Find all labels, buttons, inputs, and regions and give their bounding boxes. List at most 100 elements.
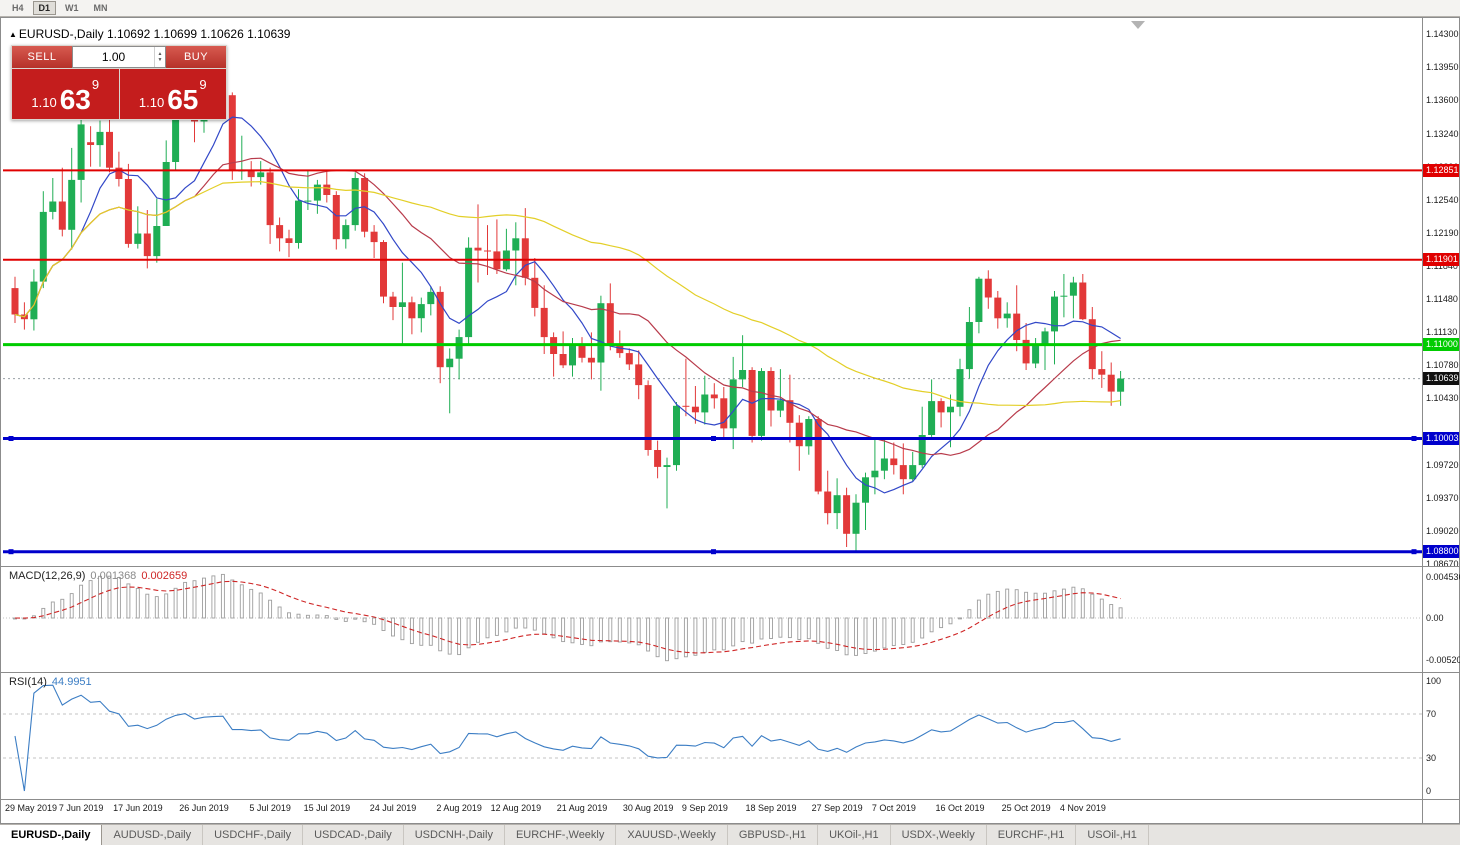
plot-area[interactable]: ▲ EURUSD-,Daily 1.10692 1.10699 1.10626 1… <box>3 18 1422 823</box>
chart-tab[interactable]: USDCAD-,Daily <box>303 825 404 845</box>
chart-tab[interactable]: USDCHF-,Daily <box>203 825 304 845</box>
price-scale-label: 0.004536 <box>1426 572 1460 582</box>
price-scale-label: 1.12540 <box>1426 194 1459 205</box>
macd-indicator-panel[interactable] <box>3 567 1422 672</box>
buy-button[interactable]: BUY <box>166 46 226 68</box>
date-axis-label: 26 Jun 2019 <box>179 803 229 813</box>
volume-increase-icon[interactable]: ▲ <box>157 51 163 57</box>
buy-price-pips: 65 <box>167 84 199 115</box>
date-axis-label: 30 Aug 2019 <box>622 803 674 813</box>
rsi-label: RSI(14) 44.9951 <box>9 676 92 688</box>
rsi-line <box>14 684 1121 792</box>
one-click-trade-panel: SELL 1.00 ▲ ▼ BUY 1.10 63 9 <box>11 45 227 120</box>
chart-shift-marker <box>1131 21 1145 29</box>
price-scale-label: 1.11480 <box>1426 294 1458 305</box>
chart-tab[interactable]: UKOil-,H1 <box>818 825 891 845</box>
price-scale-label: 1.14300 <box>1426 29 1459 39</box>
buy-price-main: 1.10 <box>138 95 165 110</box>
price-scale-label: 1.12190 <box>1426 227 1459 238</box>
volume-value[interactable]: 1.00 <box>101 50 126 64</box>
sell-price-point: 9 <box>91 77 100 92</box>
price-scale-label: 30 <box>1426 753 1437 763</box>
moving-averages-layer <box>14 116 1121 494</box>
date-axis-label: 21 Aug 2019 <box>556 803 608 813</box>
price-scale-badge: 1.10003 <box>1423 431 1459 445</box>
timeframe-d1-button[interactable]: D1 <box>32 1 57 15</box>
macd-histogram <box>13 573 1123 662</box>
rsi-value: 44.9951 <box>51 676 92 688</box>
buy-price-display[interactable]: 1.10 65 9 <box>119 69 226 119</box>
chart-ohlc-quotes: 1.10692 1.10699 1.10626 1.10639 <box>106 27 291 41</box>
chart-tab[interactable]: XAUUSD-,Weekly <box>616 825 728 845</box>
date-axis-label: 15 Jul 2019 <box>303 803 351 813</box>
macd-main-value: 0.001368 <box>90 570 137 582</box>
price-scale-label: 1.13240 <box>1426 128 1459 139</box>
macd-label: MACD(12,26,9) 0.001368 0.002659 <box>9 570 187 582</box>
price-scale-label: 0.00 <box>1426 613 1444 623</box>
price-scale-label: 1.09020 <box>1426 525 1459 536</box>
sell-price-display[interactable]: 1.10 63 9 <box>12 69 119 119</box>
date-axis-label: 7 Oct 2019 <box>871 803 916 813</box>
timeframe-mn-button[interactable]: MN <box>93 3 108 13</box>
date-axis-label: 9 Sep 2019 <box>681 803 728 813</box>
rsi-dates-divider <box>1 799 1459 800</box>
chart-tabbar: EURUSD-,Daily AUDUSD-,Daily USDCHF-,Daily U… <box>0 824 1460 845</box>
time-axis[interactable]: 29 May 2019 7 Jun 2019 17 Jun 2019 26 Jun 2… <box>3 800 1422 819</box>
price-scale[interactable]: 1.143001.139501.136001.132401.128901.125… <box>1422 18 1460 823</box>
buy-price-point: 9 <box>199 77 207 92</box>
chart-tab[interactable]: EURUSD-,Daily <box>0 825 103 845</box>
window-marker-icon: ▲ <box>9 30 17 39</box>
main-macd-divider[interactable] <box>1 566 1459 567</box>
date-axis-label: 5 Jul 2019 <box>249 803 291 813</box>
chart-tab[interactable]: GBPUSD-,H1 <box>728 825 819 845</box>
chart-window: ▲ EURUSD-,Daily 1.10692 1.10699 1.10626 1… <box>0 17 1460 824</box>
price-scale-label: 1.10780 <box>1426 360 1459 371</box>
price-scale-label: 0 <box>1426 786 1432 796</box>
timeframe-w1-button[interactable]: W1 <box>65 3 79 13</box>
price-scale-label: 1.13600 <box>1426 94 1459 105</box>
chart-tab[interactable]: AUDUSD-,Daily <box>102 825 204 845</box>
volume-decrease-icon[interactable]: ▼ <box>157 57 163 63</box>
price-scale-label: 1.09720 <box>1426 460 1459 471</box>
price-scale-label: 1.09370 <box>1426 493 1459 504</box>
chart-symbol-timeframe: EURUSD-,Daily <box>18 27 104 41</box>
price-scale-label: 1.11130 <box>1426 327 1458 338</box>
price-scale-badge: 1.11901 <box>1423 253 1459 267</box>
macd-signal-value: 0.002659 <box>141 570 188 582</box>
price-scale-label: 100 <box>1426 676 1442 686</box>
price-scale-badge: 1.12851 <box>1423 163 1459 177</box>
price-scale-label: 1.10430 <box>1426 393 1459 404</box>
date-axis-label: 2 Aug 2019 <box>436 803 482 813</box>
chart-tab[interactable]: USDCNH-,Daily <box>404 825 505 845</box>
price-scale-badge: 1.11000 <box>1423 338 1459 352</box>
rsi-name: RSI(14) <box>9 676 47 688</box>
volume-stepper[interactable]: ▲ ▼ <box>154 47 165 67</box>
macd-signal-line <box>14 580 1121 654</box>
date-axis-label: 12 Aug 2019 <box>490 803 542 813</box>
rsi-level-lines <box>3 713 1422 759</box>
date-axis-label: 18 Sep 2019 <box>745 803 797 813</box>
candlestick-chart[interactable] <box>3 18 1422 566</box>
price-scale-label: 1.13950 <box>1426 61 1459 72</box>
sell-price-main: 1.10 <box>31 95 57 110</box>
price-scale-label: -0.00520 <box>1426 655 1460 665</box>
chart-tab[interactable]: USDX-,Weekly <box>891 825 987 845</box>
horizontal-level-lines <box>3 169 1422 555</box>
candles-layer <box>11 81 1125 553</box>
macd-name: MACD(12,26,9) <box>9 570 86 582</box>
macd-rsi-divider[interactable] <box>1 672 1459 673</box>
rsi-indicator-panel[interactable] <box>3 673 1422 799</box>
price-scale-badge: 1.10639 <box>1423 372 1459 386</box>
timeframe-h4-button[interactable]: H4 <box>12 3 24 13</box>
volume-input[interactable]: 1.00 ▲ ▼ <box>72 46 166 68</box>
date-axis-label: 29 May 2019 <box>5 803 58 813</box>
chart-tab[interactable]: EURCHF-,H1 <box>987 825 1077 845</box>
chart-title: ▲ EURUSD-,Daily 1.10692 1.10699 1.10626 1… <box>9 27 290 41</box>
sell-button[interactable]: SELL <box>12 46 72 68</box>
price-scale-label: 1.08670 <box>1426 558 1459 569</box>
date-axis-label: 24 Jul 2019 <box>369 803 417 813</box>
timeframe-toolbar: H4 D1 W1 MN <box>0 0 1460 17</box>
chart-tab[interactable]: USOil-,H1 <box>1076 825 1149 845</box>
chart-tab[interactable]: EURCHF-,Weekly <box>505 825 617 845</box>
sell-price-pips: 63 <box>59 84 91 115</box>
